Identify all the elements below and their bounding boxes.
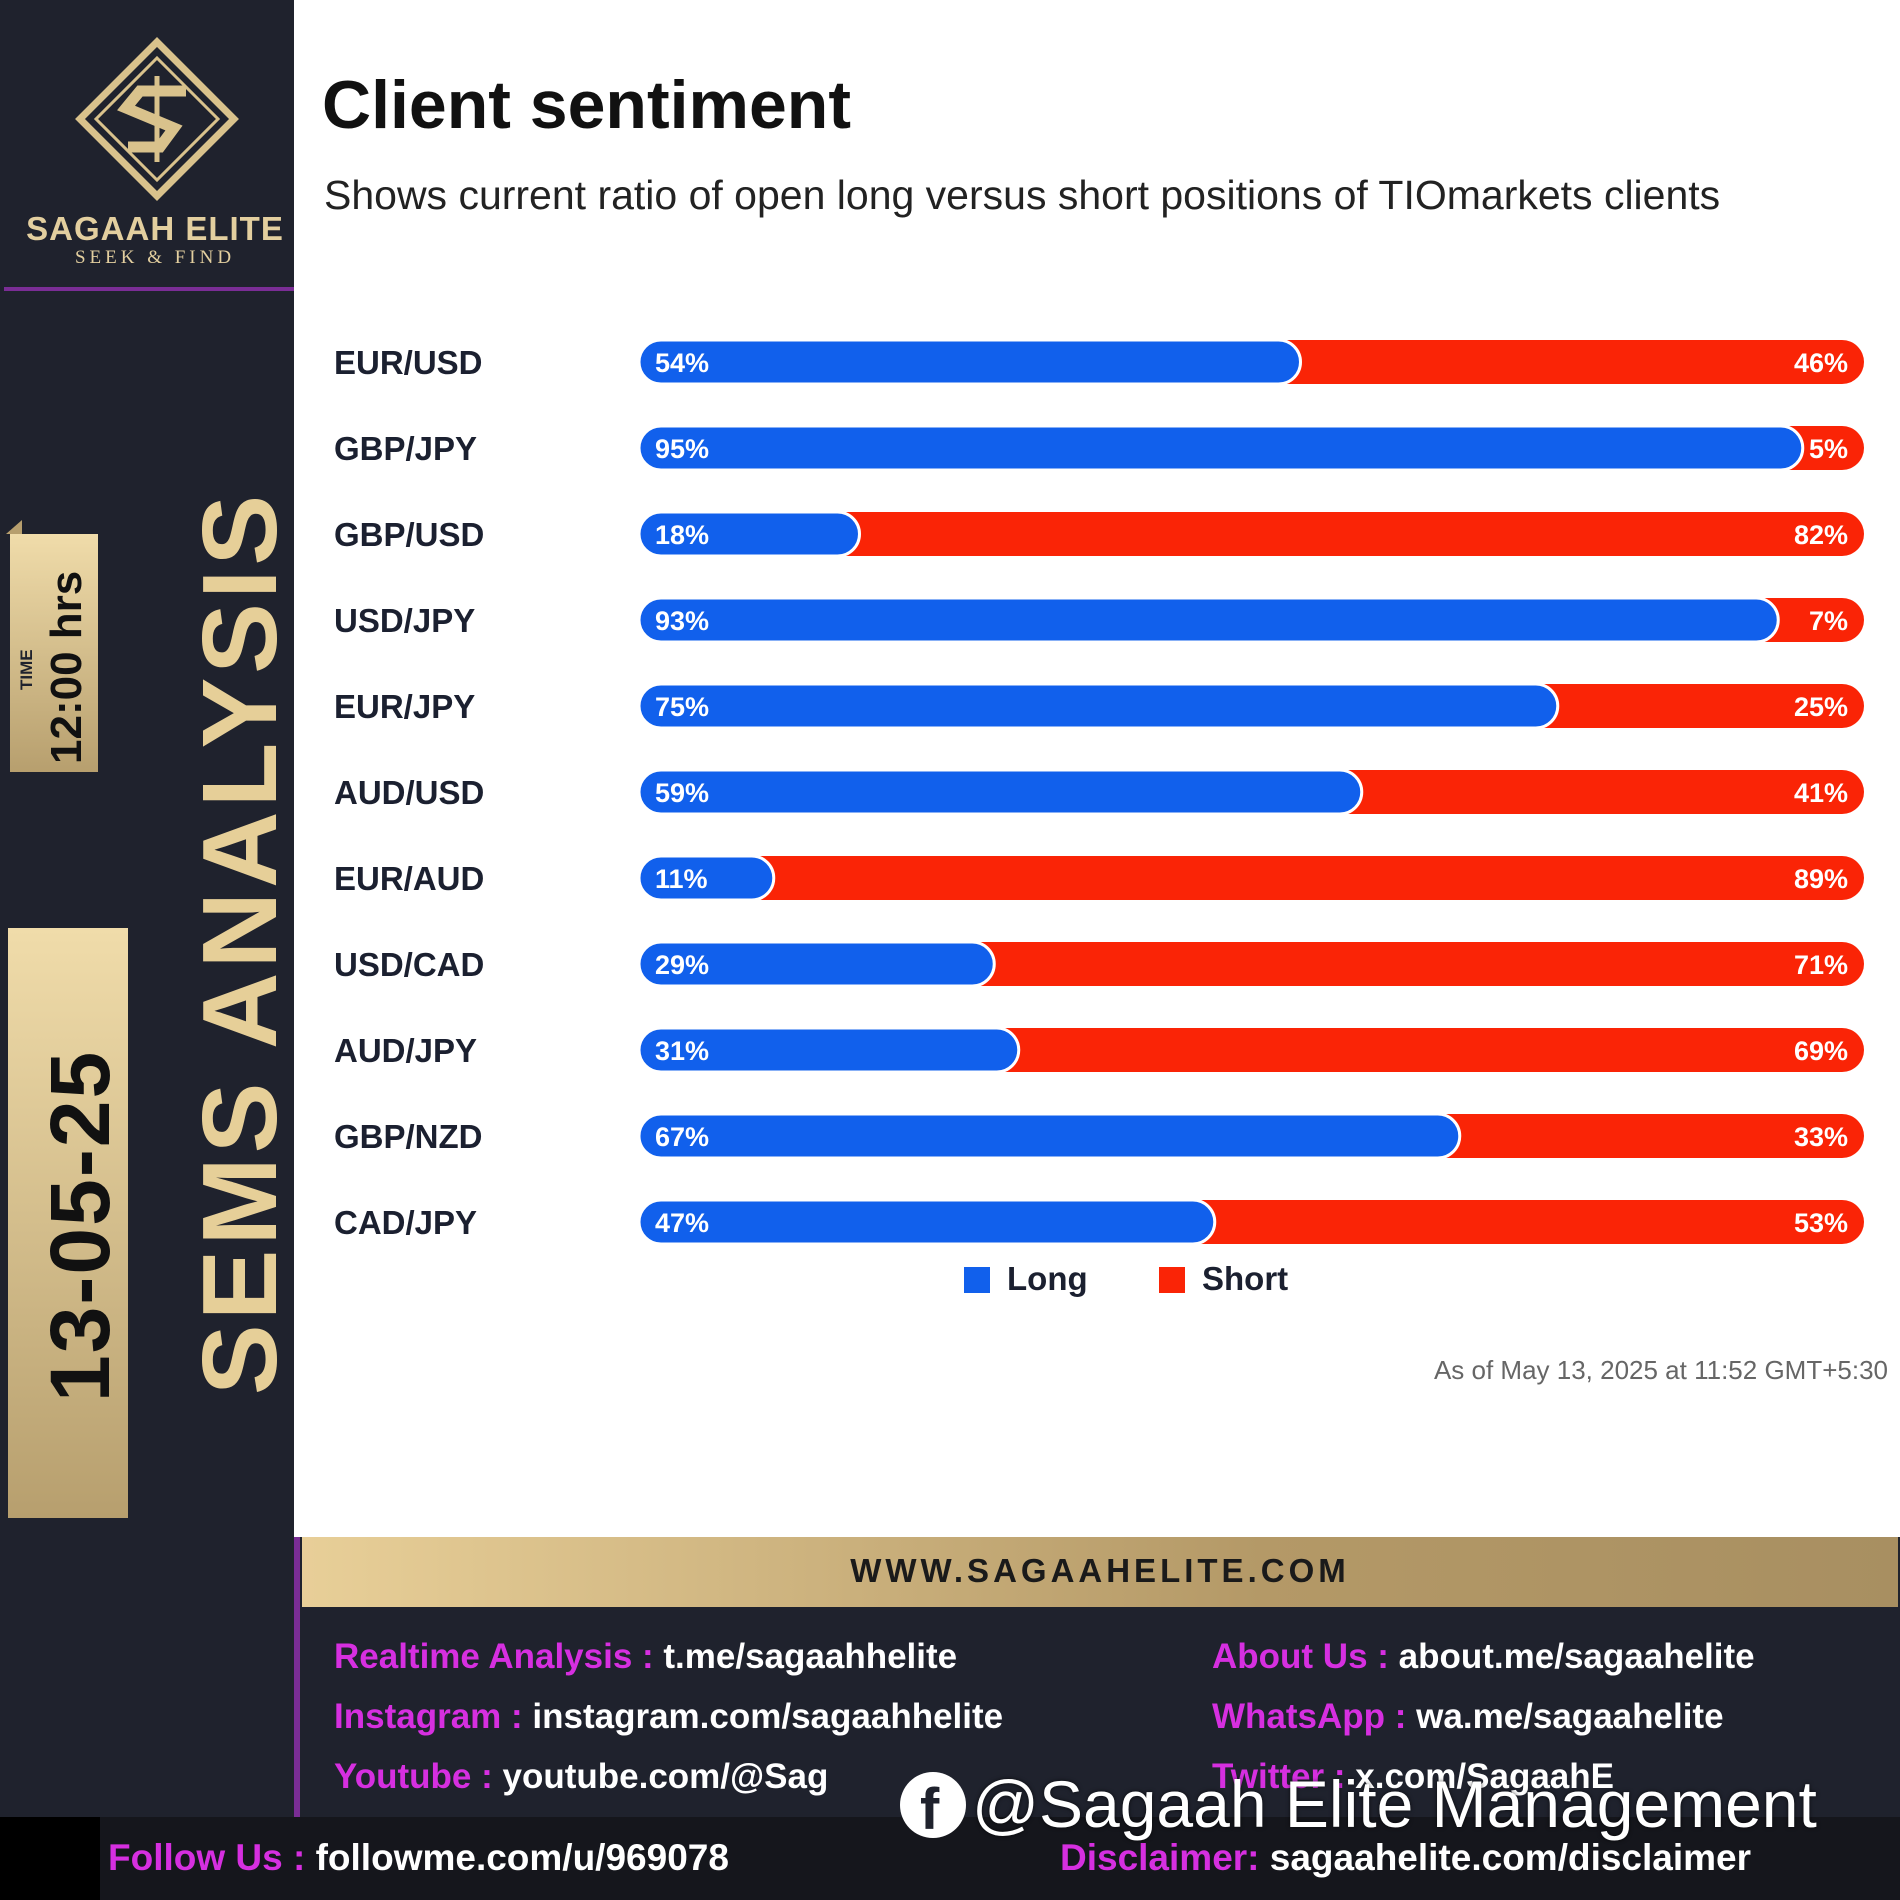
follow-us-link[interactable]: Follow Us : followme.com/u/969078	[108, 1837, 729, 1879]
section-title: SEMS ANALYSIS	[181, 490, 299, 1395]
link-value: about.me/sagaahelite	[1398, 1637, 1755, 1676]
watermark-text: @Sagaah Elite Management	[972, 1767, 1817, 1841]
pair-label: GBP/USD	[334, 516, 484, 553]
short-percent-label: 7%	[1809, 606, 1848, 636]
link-value: followme.com/u/969078	[315, 1837, 729, 1878]
brand-tagline: SEEK & FIND	[74, 247, 236, 268]
brand-name: SAGAAH ELITE	[26, 210, 284, 247]
logo-icon	[75, 37, 239, 201]
link-value: sagaahelite.com/disclaimer	[1269, 1837, 1752, 1878]
as-of-timestamp: As of May 13, 2025 at 11:52 GMT+5:30	[1433, 1355, 1888, 1385]
long-bar	[637, 338, 1302, 386]
long-bar	[637, 596, 1780, 644]
chart-panel: Client sentiment Shows current ratio of …	[294, 0, 1900, 1537]
long-bar	[637, 768, 1364, 816]
short-bar	[639, 856, 1864, 900]
short-percent-label: 89%	[1794, 864, 1848, 894]
pair-label: EUR/USD	[334, 344, 483, 381]
disclaimer-link[interactable]: Disclaimer: sagaahelite.com/disclaimer	[1060, 1837, 1751, 1879]
short-percent-label: 25%	[1794, 692, 1848, 722]
short-percent-label: 41%	[1794, 778, 1848, 808]
legend-swatch-short	[1159, 1267, 1185, 1293]
pair-label: AUD/JPY	[334, 1032, 477, 1069]
long-bar	[637, 854, 776, 902]
time-tab	[10, 534, 98, 772]
link-value: youtube.com/@Sag	[502, 1757, 829, 1796]
long-percent-label: 95%	[655, 434, 709, 464]
long-bar	[637, 1112, 1462, 1160]
link-key: Instagram :	[334, 1697, 523, 1736]
link-youtube[interactable]: Youtube : youtube.com/@Sag	[334, 1757, 828, 1797]
link-about-us[interactable]: About Us : about.me/sagaahelite	[1212, 1637, 1755, 1677]
link-key: WhatsApp :	[1212, 1697, 1407, 1736]
short-percent-label: 5%	[1809, 434, 1848, 464]
long-percent-label: 18%	[655, 520, 709, 550]
sidebar-divider	[4, 287, 294, 291]
link-instagram[interactable]: Instagram : instagram.com/sagaahhelite	[334, 1697, 1003, 1737]
long-percent-label: 11%	[655, 864, 708, 894]
chart-title: Client sentiment	[322, 67, 851, 143]
chart-subtitle: Shows current ratio of open long versus …	[324, 172, 1721, 218]
long-percent-label: 47%	[655, 1208, 709, 1238]
long-percent-label: 31%	[655, 1036, 709, 1066]
facebook-icon: f	[900, 1772, 966, 1842]
link-whatsapp[interactable]: WhatsApp : wa.me/sagaahelite	[1212, 1697, 1724, 1737]
link-key: Twitter :	[1212, 1757, 1346, 1796]
link-key: Disclaimer:	[1060, 1837, 1260, 1878]
time-label: TIME	[17, 649, 36, 690]
pair-label: USD/JPY	[334, 602, 475, 639]
date-value: 13-05-25	[33, 1049, 127, 1402]
long-percent-label: 59%	[655, 778, 709, 808]
pair-label: EUR/JPY	[334, 688, 475, 725]
link-key: Youtube :	[334, 1757, 493, 1796]
link-twitter[interactable]: Twitter : x.com/SagaahE	[1212, 1757, 1614, 1797]
long-bar	[637, 1026, 1021, 1074]
short-percent-label: 46%	[1794, 348, 1848, 378]
pair-label: EUR/AUD	[334, 860, 484, 897]
long-bar	[637, 940, 996, 988]
time-tab-notch	[6, 520, 22, 534]
website-band: WWW.SAGAAHELITE.COM	[302, 1537, 1898, 1607]
long-bar	[637, 510, 861, 558]
pair-label: AUD/USD	[334, 774, 484, 811]
long-percent-label: 67%	[655, 1122, 709, 1152]
link-key: Follow Us :	[108, 1837, 306, 1878]
link-key: Realtime Analysis :	[334, 1637, 654, 1676]
pair-label: CAD/JPY	[334, 1204, 477, 1241]
link-value: wa.me/sagaahelite	[1416, 1697, 1724, 1736]
short-percent-label: 69%	[1794, 1036, 1848, 1066]
short-percent-label: 82%	[1794, 520, 1848, 550]
footer-accent	[294, 1537, 300, 1817]
long-percent-label: 29%	[655, 950, 709, 980]
short-percent-label: 33%	[1794, 1122, 1848, 1152]
short-percent-label: 71%	[1794, 950, 1848, 980]
long-bar	[637, 424, 1805, 472]
website-link[interactable]: WWW.SAGAAHELITE.COM	[850, 1552, 1350, 1589]
long-bar	[637, 1198, 1217, 1246]
sidebar: SAGAAH ELITE SEEK & FIND TIME 12:00 hrs …	[0, 0, 299, 1900]
pair-label: USD/CAD	[334, 946, 484, 983]
link-value: instagram.com/sagaahhelite	[532, 1697, 1004, 1736]
long-percent-label: 93%	[655, 606, 709, 636]
footer: WWW.SAGAAHELITE.COM Realtime Analysis : …	[294, 1537, 1900, 1817]
link-realtime-analysis[interactable]: Realtime Analysis : t.me/sagaahhelite	[334, 1637, 957, 1677]
pair-label: GBP/NZD	[334, 1118, 483, 1155]
date-tab	[8, 928, 128, 1518]
long-percent-label: 54%	[655, 348, 709, 378]
legend-swatch-long	[964, 1267, 990, 1293]
link-key: About Us :	[1212, 1637, 1389, 1676]
time-value: 12:00 hrs	[42, 570, 91, 764]
short-percent-label: 53%	[1794, 1208, 1848, 1238]
bottom-bar-inner	[100, 1817, 1900, 1900]
legend-label-short: Short	[1202, 1260, 1289, 1297]
sentiment-chart: EUR/USD 54% 46% GBP/JPY 95% 5% GBP/USD 18% 82% US…	[334, 338, 1864, 1246]
link-value: t.me/sagaahhelite	[663, 1637, 958, 1676]
short-bar	[639, 512, 1864, 556]
pair-label: GBP/JPY	[334, 430, 477, 467]
long-percent-label: 75%	[655, 692, 709, 722]
legend-label-long: Long	[1007, 1260, 1088, 1297]
long-bar	[637, 682, 1560, 730]
link-value: x.com/SagaahE	[1355, 1757, 1614, 1796]
